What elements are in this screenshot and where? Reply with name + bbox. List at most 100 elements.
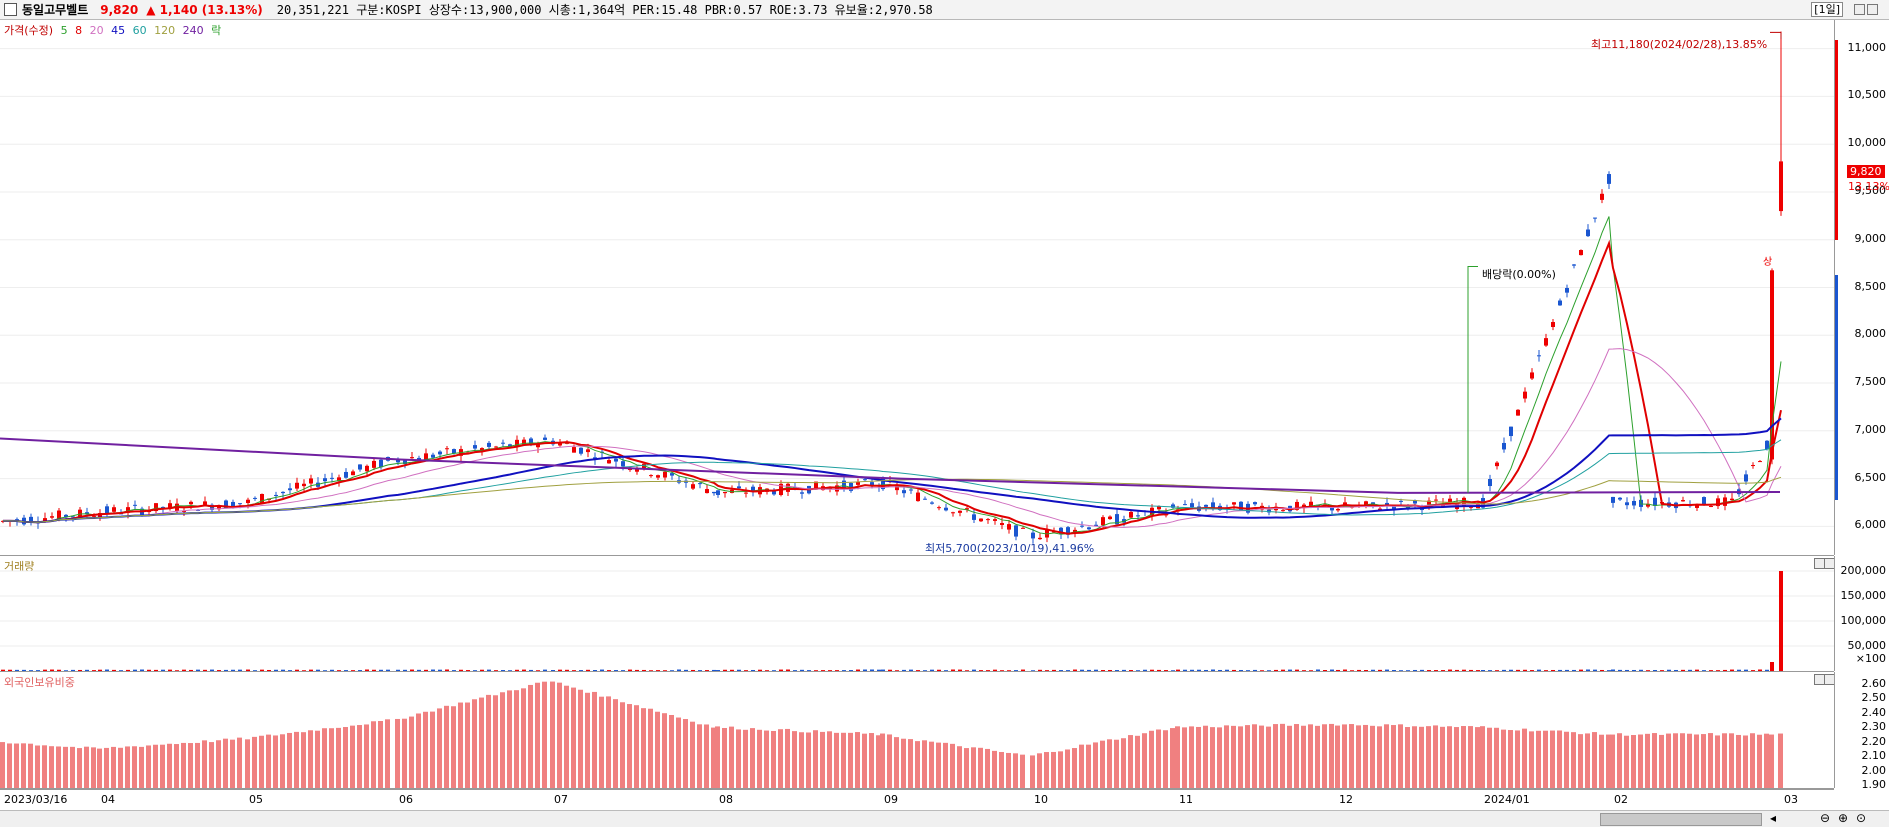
volume-bar [1378,669,1382,671]
volume-bar [126,669,130,671]
foreign-ratio-bar [957,746,962,788]
volume-panel[interactable]: 거래량 [0,556,1835,672]
candle-body [1695,504,1699,508]
volume-legend: 거래량 [4,560,35,573]
foreign-ratio-bar [1100,740,1105,788]
volume-bar [1530,670,1534,671]
candle-body [1122,519,1126,523]
foreign-ratio-bar [592,691,597,788]
candle-body [951,512,955,514]
foreign-ratio-bar [266,734,271,788]
volume-bar [888,669,892,671]
volume-bar [8,669,12,671]
zoom-in-icon[interactable]: ⊕ [1838,811,1849,825]
volume-bar [1607,670,1611,671]
volume-bar [1267,670,1271,671]
price-panel[interactable]: 가격(수정) 5 8 20 45 60 120 240 락 최고11,180(2… [0,20,1834,556]
foreign-ratio-bar [1468,726,1473,788]
foreign-ratio-bar [1398,724,1403,788]
close-icon[interactable] [1867,4,1878,15]
volume-bar [800,669,804,671]
foreign-ratio-bar [402,718,407,788]
foreign-ratio-bar [1079,744,1084,788]
foreign-ratio-bar [806,732,811,788]
volume-bar [501,670,505,671]
period-selector[interactable]: [1일] [1811,2,1843,17]
foreign-ratio-bar [1475,727,1480,788]
foreign-ratio-bar [715,726,720,788]
candle-body [1232,502,1236,505]
x-axis-label: 09 [884,793,898,806]
volume-bar [274,669,278,671]
volume-bar [168,669,172,671]
foreign-panel[interactable]: 외국인보유비중 [0,672,1835,789]
foreign-ratio-bar [1156,729,1161,788]
foreign-ratio-bar [1086,744,1091,788]
foreign-ratio-bar [1093,742,1098,788]
candle-body [515,439,519,447]
x-axis-label: 2023/03/16 [4,793,68,806]
scroll-left-icon[interactable]: ◂ [1770,811,1777,825]
foreign-ratio-bar [764,730,769,788]
candle-body [712,491,716,494]
minimize-icon[interactable] [1854,4,1865,15]
zoom-reset-icon[interactable]: ⊙ [1856,811,1867,825]
volume-bar [508,670,512,671]
candle-body [260,493,264,504]
candle-body [1593,217,1597,219]
candle-body [635,469,639,472]
foreign-ratio-bar [1515,730,1520,788]
select-checkbox[interactable] [4,3,17,16]
foreign-ratio-bar [416,713,421,788]
candle-body [452,449,456,454]
volume-bar [36,670,40,671]
candle-body [281,491,285,494]
volume-bar [1190,669,1194,671]
foreign-ratio-bar [1645,733,1650,788]
foreign-ratio-bar [799,732,804,788]
foreign-ratio-bar [500,692,505,788]
zoom-out-icon[interactable]: ⊖ [1820,811,1831,825]
ma-line-45 [2,417,1782,524]
volume-bar [902,669,906,671]
price-tick-label: 10,500 [1847,88,1887,102]
candle-body [1653,497,1657,506]
chart-scrollbar[interactable]: ◂ ⊖ ⊕ ⊙ [0,810,1889,827]
candle-body [508,444,512,447]
price-tick-label: 7,000 [1854,422,1887,436]
stock-info: 20,351,221 구분:KOSPI 상장수:13,900,000 시총:1,… [276,3,933,17]
volume-bar [772,670,776,671]
volume-bar [154,669,158,671]
volume-bar [586,669,590,671]
candle-body [1399,500,1403,502]
candle-body [358,464,362,470]
volume-bar [1572,669,1576,671]
candle-body [1607,174,1611,184]
foreign-ratio-bar [1301,725,1306,788]
candle-body [126,507,130,513]
volume-bar [473,670,477,671]
volume-bar [712,669,716,671]
x-axis-label: 07 [554,793,568,806]
foreign-tick-label: 2.50 [1861,691,1887,705]
foreign-ratio-bar [1638,734,1643,788]
scroll-thumb[interactable] [1600,813,1762,826]
foreign-ratio-bar [1708,733,1713,788]
volume-bar [515,669,519,671]
candle-body [424,453,428,461]
candle-body [309,478,313,484]
candle-body [716,490,720,495]
volume-axis: 200,000 150,000 100,000 50,000 ×100 [1834,556,1889,671]
volume-bar [1176,669,1180,671]
volume-bar [1253,669,1257,671]
candle-body [473,445,477,449]
candle-body [649,475,653,477]
foreign-ratio-bar [1461,726,1466,788]
candle-body [1537,355,1541,357]
price-tick-label: 11,000 [1847,40,1887,54]
candle-body [1565,287,1569,293]
volume-bar [835,670,839,671]
x-axis-label: 04 [101,793,115,806]
foreign-tick-label: 2.30 [1861,720,1887,734]
candle-body [1211,502,1215,509]
